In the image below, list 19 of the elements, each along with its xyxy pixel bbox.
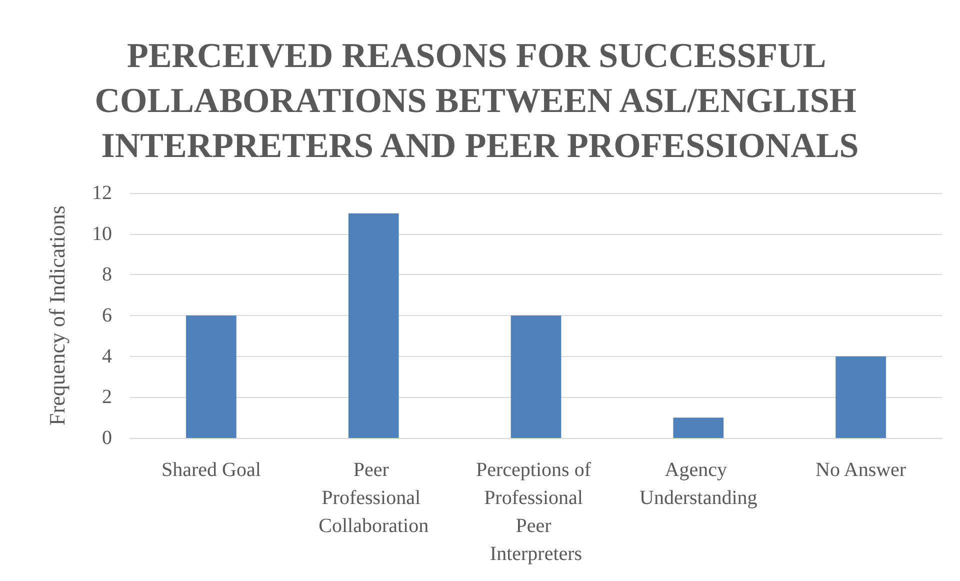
y-tick-label: 8 [102, 264, 112, 286]
y-tick-label: 10 [92, 222, 112, 245]
bar [348, 213, 399, 438]
bar [510, 316, 562, 438]
chart-title: PERCEIVED REASONS FOR SUCCESSFUL COLLABORATIONS BETWEEN ASL/ENGLISH INTERPRETERS AND PEER PROFESSIONALS [94, 36, 866, 165]
x-tick-label: Perceptions of Professional Peer Interpreters [476, 459, 596, 565]
x-tick-label: Peer Professional Collaboration [318, 459, 429, 537]
x-tick-label: Shared Goal [161, 459, 262, 481]
y-tick-label: 12 [92, 182, 112, 204]
x-tick-label: No Answer [816, 459, 906, 481]
x-tick-label: Agency Understanding [640, 459, 758, 509]
bar [673, 418, 724, 438]
y-tick-label: 4 [102, 345, 112, 368]
y-tick-label: 0 [102, 427, 112, 449]
bar [836, 356, 886, 438]
bar [186, 316, 236, 438]
y-tick-label: 2 [102, 386, 112, 408]
y-axis-title: Frequency of Indications [44, 206, 70, 426]
y-tick-label: 6 [102, 304, 112, 326]
